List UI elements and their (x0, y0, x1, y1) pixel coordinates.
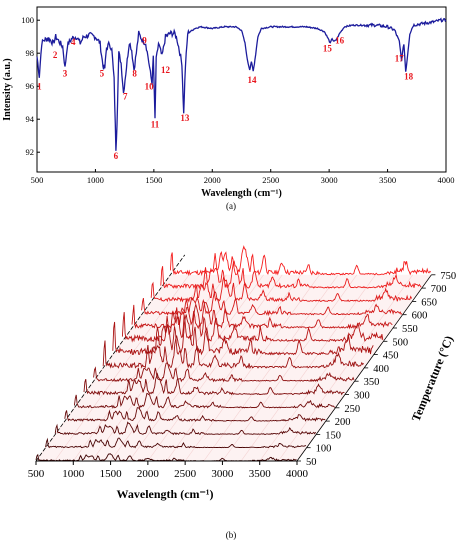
x-tick-label: 2500 (262, 175, 279, 185)
temperature-series-600 (141, 291, 403, 317)
peak-label: 3 (63, 68, 68, 78)
temperature-tick-label: 150 (325, 430, 341, 441)
temperature-series-150 (54, 421, 316, 436)
x-tick-label: 1500 (100, 468, 123, 480)
panel-b-series (35, 245, 432, 462)
peak-label: 12 (161, 65, 171, 75)
temperature-tick-label: 600 (412, 311, 428, 322)
floor-grid-line (54, 274, 190, 462)
temperature-tick-label: 550 (402, 324, 418, 335)
temperature-tick-label: 300 (354, 391, 370, 402)
floor-grid-line (278, 274, 414, 462)
panel-b-x-axis-title: Wavelength (cm⁻¹) (117, 487, 214, 501)
peak-label: 1 (37, 82, 42, 92)
peak-label: 16 (335, 35, 345, 45)
temperature-tick-label: 700 (431, 284, 447, 295)
panel-b-floor-grid (35, 254, 432, 462)
temperature-series-500 (121, 302, 384, 343)
temperature-tick-label: 250 (344, 404, 360, 415)
x-tick-label: 1000 (62, 468, 85, 480)
temperature-tick-label: 500 (392, 337, 408, 348)
temperature-series-450 (112, 314, 374, 356)
temperature-tick-label: 50 (306, 457, 317, 468)
x-tick-label: 4000 (438, 175, 455, 185)
x-tick-label: 1000 (87, 175, 104, 185)
temperature-tick-label: 450 (383, 351, 399, 362)
spectrum-line (36, 17, 447, 151)
peak-label: 13 (180, 113, 190, 123)
peak-label: 5 (100, 68, 105, 78)
temperature-series-200 (64, 407, 326, 422)
peak-label: 14 (248, 75, 258, 85)
panel-a-y-axis-title: Intensity (a.u.) (2, 58, 13, 121)
y-tick-label: 94 (26, 114, 35, 124)
peak-label: 15 (323, 44, 333, 54)
peak-label: 17 (395, 53, 405, 63)
panel-a-x-axis-title: Wavelength (cm⁻¹) (201, 188, 282, 199)
x-tick-label: 3500 (249, 468, 272, 480)
temperature-tick-label: 400 (373, 364, 389, 375)
temperature-series-400 (102, 335, 364, 370)
panel-a-spectrum (36, 17, 447, 151)
x-tick-label: 2500 (174, 468, 197, 480)
x-tick-label: 4000 (286, 468, 309, 480)
temperature-tick-label: 650 (421, 297, 437, 308)
temperature-tick-label: 350 (364, 377, 380, 388)
peak-label: 9 (142, 35, 147, 45)
temperature-series-750 (169, 245, 432, 277)
floor-grid-line (203, 274, 339, 462)
x-tick-label: 2000 (137, 468, 160, 480)
temperature-series-550 (131, 301, 393, 330)
temperature-series-350 (93, 362, 355, 383)
temperature-tick-label: 750 (440, 271, 456, 282)
x-tick-label: 3000 (211, 468, 234, 480)
floor-grid-line (259, 274, 395, 462)
y-tick-label: 100 (21, 15, 34, 25)
y-tick-label: 92 (26, 147, 35, 157)
y-tick-label: 98 (26, 48, 35, 58)
x-tick-label: 3500 (379, 175, 396, 185)
floor-grid-line (147, 274, 283, 462)
floor-grid-line (166, 274, 302, 462)
depth-axis-left (35, 254, 186, 462)
peak-label: 2 (53, 50, 58, 60)
caption-a: (a) (226, 201, 236, 211)
peak-label: 18 (404, 72, 414, 82)
x-tick-label: 500 (28, 468, 45, 480)
temperature-series-650 (150, 276, 413, 303)
temperature-series-700 (160, 260, 422, 290)
x-tick-label: 3000 (321, 175, 338, 185)
temperature-series-50 (35, 453, 297, 462)
peak-label: 11 (151, 119, 160, 129)
temperature-series-100 (45, 437, 307, 449)
floor-grid-line (222, 274, 358, 462)
panel-b-temperature-axis-title: Temperature (°C) (409, 334, 456, 424)
peak-label: 7 (123, 91, 128, 101)
temperature-tick-label: 100 (316, 444, 332, 455)
x-tick-label: 2000 (204, 175, 221, 185)
panel-a-plot-frame (36, 6, 447, 173)
x-tick-label: 1500 (145, 175, 162, 185)
peak-label: 10 (145, 82, 155, 92)
temperature-tick-label: 200 (335, 417, 351, 428)
temperature-series-250 (73, 392, 336, 409)
y-tick-label: 96 (26, 81, 35, 91)
peak-label: 8 (132, 68, 137, 78)
floor-grid-line (128, 274, 264, 462)
panel-a-ticks: 500 1000 1500 2000 2500 3000 3500 4000929496981… (21, 15, 454, 185)
caption-b: (b) (226, 530, 237, 540)
peak-label: 6 (114, 151, 119, 161)
peak-label: 4 (71, 37, 76, 47)
panel-a-chart: 500 1000 1500 2000 2500 3000 3500 4000929496981… (2, 6, 455, 211)
x-tick-label: 500 (31, 175, 44, 185)
temperature-series-300 (83, 372, 345, 396)
